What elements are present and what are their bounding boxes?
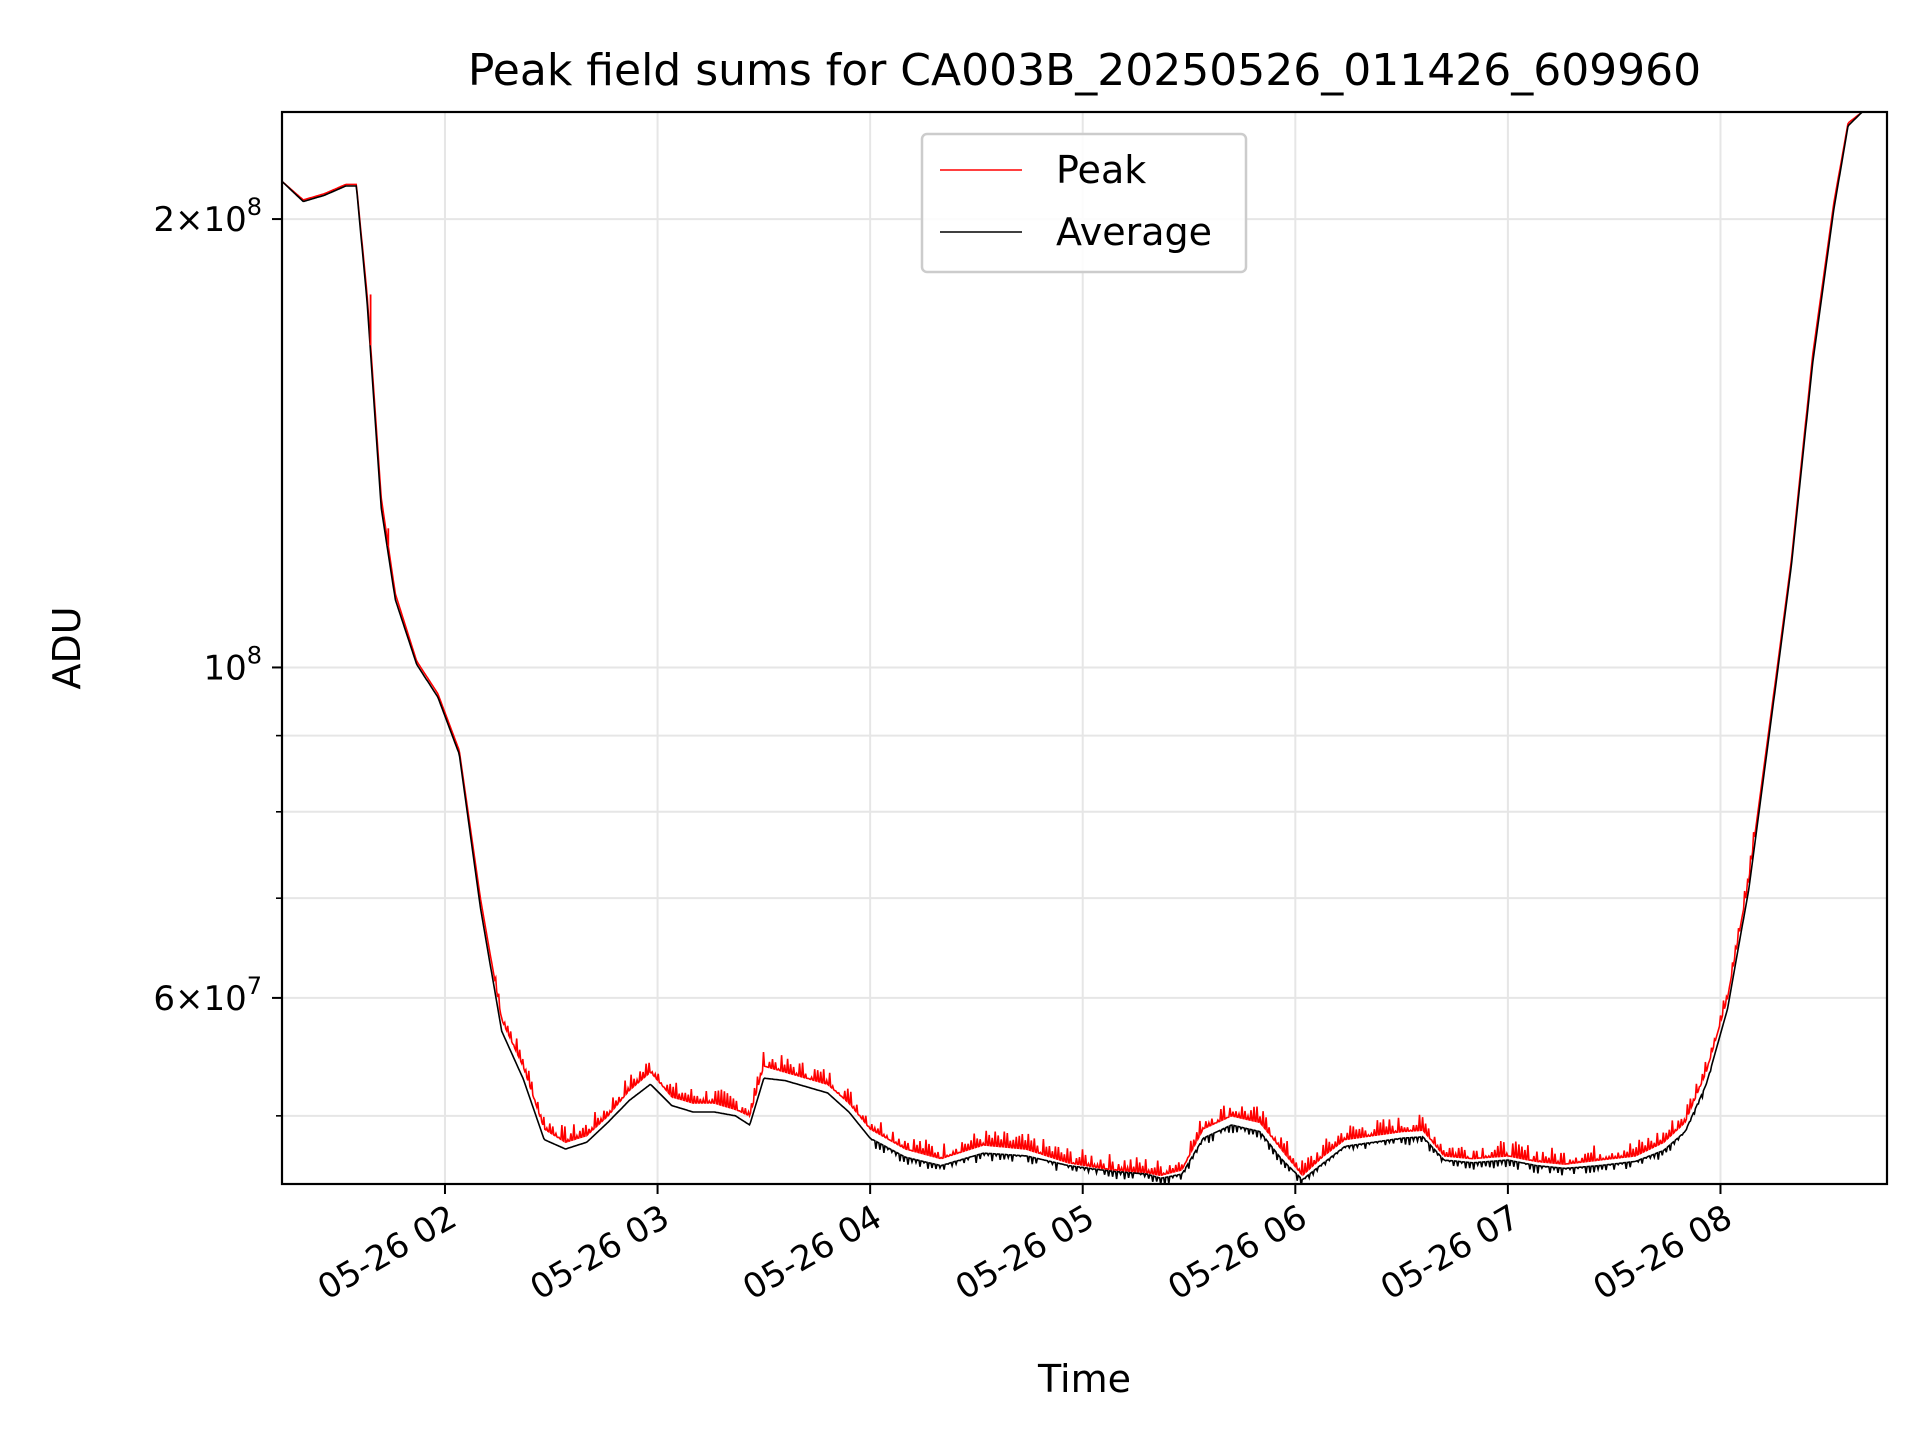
series-line-average: [282, 112, 1887, 1184]
y-tick-mantissa: 6: [153, 979, 175, 1019]
y-tick-label: 6×107: [153, 972, 262, 1019]
x-axis-label: Time: [1037, 1357, 1131, 1401]
legend: Peak Average: [920, 132, 1248, 274]
y-tick-exponent: 8: [247, 641, 262, 669]
grid: [282, 112, 1887, 1184]
y-tick-times: ×10: [175, 979, 247, 1019]
legend-box: [920, 132, 1248, 274]
series-line-peak: [282, 112, 1887, 1177]
y-tick-exponent: 8: [247, 193, 262, 221]
legend-label-average: Average: [1056, 210, 1212, 254]
y-tick-mantissa: 2: [153, 200, 175, 240]
legend-label-peak: Peak: [1056, 148, 1146, 192]
y-tick-label: 108: [203, 641, 262, 688]
y-axis-label: ADU: [45, 606, 89, 689]
y-tick-label: 2×108: [153, 193, 262, 240]
y-tick-times: ×10: [175, 200, 247, 240]
chart-title: Peak field sums for CA003B_20250526_0114…: [468, 45, 1701, 96]
y-tick-base: 10: [203, 648, 246, 688]
plot-frame: [280, 110, 1889, 1186]
y-tick-exponent: 7: [247, 972, 262, 1000]
series-group: [282, 112, 1887, 1184]
